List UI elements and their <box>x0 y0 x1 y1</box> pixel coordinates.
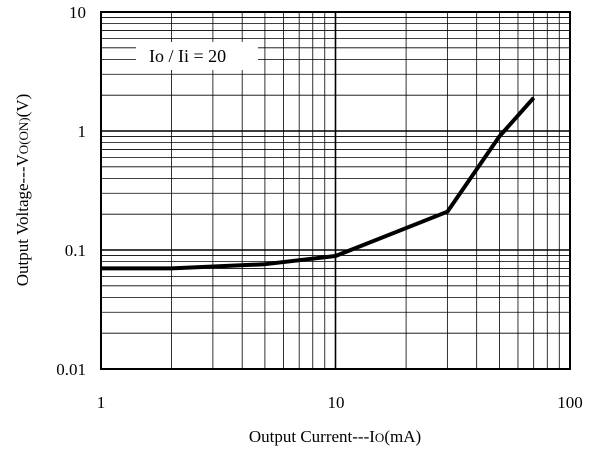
plot-frame <box>100 11 571 370</box>
x-tick-label: 1 <box>97 393 106 412</box>
y-tick-label: 0.1 <box>65 241 86 260</box>
annotation-text: Io / Ii = 20 <box>149 46 226 66</box>
annotation-background <box>136 42 258 70</box>
x-axis-label: Output Current---IO(mA) <box>249 427 421 446</box>
annotation-box: Io / Ii = 20 <box>136 42 258 70</box>
series-line <box>101 96 536 271</box>
y-tick-label: 1 <box>78 122 87 141</box>
x-tick-label: 100 <box>557 393 583 412</box>
y-tick-label: 10 <box>69 3 86 22</box>
y-axis-label: Output Voltage---VO(ON)(V) <box>13 94 32 287</box>
y-tick-label: 0.01 <box>56 360 86 379</box>
x-tick-label: 10 <box>328 393 345 412</box>
